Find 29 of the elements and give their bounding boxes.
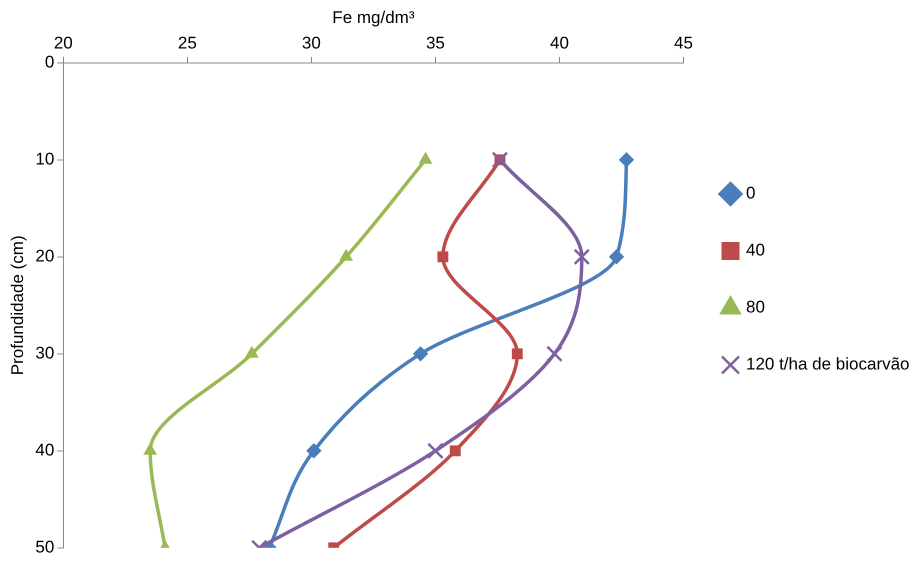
y-tick-label: 50 [35,537,54,556]
x-axis-title: Fe mg/dm³ [332,8,415,27]
point [512,348,523,360]
point [492,151,508,168]
legend-label: 80 [746,298,765,317]
point [573,248,590,266]
y-tick-label: 20 [35,246,54,266]
x-tick-label: 25 [178,33,197,52]
y-tick-label: 40 [35,440,54,460]
y-tick-label: 10 [35,149,54,168]
point [144,443,157,455]
y-tick-label: 0 [44,52,54,72]
point [413,346,428,362]
x-tick-label: 30 [302,33,321,52]
x-tick-label: 35 [426,33,445,52]
point [609,249,624,264]
point [618,152,634,168]
x-tick-label: 20 [54,33,73,52]
point [245,346,258,358]
legend-label: 120 t/ha de biocarvão [746,354,910,374]
point [340,249,353,261]
legend-label: 40 [746,240,765,260]
x-tick-label: 40 [550,33,569,52]
x-tick-label: 45 [674,33,693,52]
point [546,345,563,362]
y-tick-label: 30 [35,343,54,362]
point [437,251,448,262]
legend-label: 0 [746,184,756,203]
y-axis-title: Profundidade (cm) [8,235,27,376]
